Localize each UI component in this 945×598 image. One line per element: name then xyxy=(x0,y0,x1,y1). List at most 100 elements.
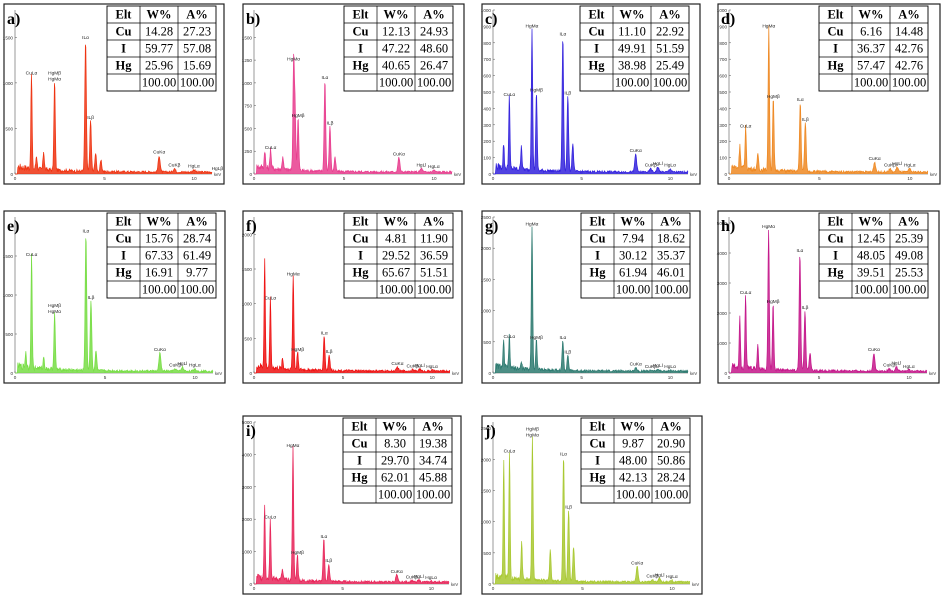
composition-table: Elt W% A% Cu 9.87 20.90 I 48.00 50.86 Hg 42.13 28.2… xyxy=(580,417,691,504)
x-unit-label: keV xyxy=(454,172,461,177)
table-frame xyxy=(343,212,454,299)
table-cell: 38.98 xyxy=(618,59,646,73)
table-frame xyxy=(579,5,690,92)
table-header-cell: A% xyxy=(660,420,682,434)
composition-table: Elt W% A% Cu 14.28 27.23 I 59.77 57.08 Hg 25.96 15.… xyxy=(106,5,217,92)
peak-label: HgMβ xyxy=(530,335,543,341)
table-frame xyxy=(580,212,691,299)
table-cell: 100.00 xyxy=(416,488,450,502)
peak-label: CuLα xyxy=(265,514,277,520)
table-cell: 16.91 xyxy=(145,266,173,280)
x-unit-label: keV xyxy=(215,371,222,376)
table-cell: 42.76 xyxy=(895,59,923,73)
y-tick-label: 0 xyxy=(249,371,252,376)
spectrum-fill xyxy=(254,446,449,584)
peak-label: HgMα xyxy=(287,271,300,277)
table-header-cell: A% xyxy=(423,8,445,22)
table-cell: Hg xyxy=(828,266,845,280)
peak-label: CuKα xyxy=(630,361,642,367)
y-tick-label: 100 xyxy=(719,156,727,161)
peak-label: ILβ xyxy=(87,115,94,121)
y-tick-label: 700 xyxy=(483,57,491,62)
table-cell: 19.38 xyxy=(419,437,447,451)
composition-table: Elt W% A% Cu 11.10 22.92 I 49.91 51.59 Hg 38.98 25.… xyxy=(579,5,690,92)
peak-label: CuLα xyxy=(740,123,752,129)
x-unit-label: keV xyxy=(929,371,936,376)
x-tick-label: 10 xyxy=(668,176,674,181)
peak-label: HgMα xyxy=(287,443,300,449)
y-tick-label: 3000 xyxy=(242,485,253,490)
spectrum-line xyxy=(493,226,689,374)
spectrum-line xyxy=(729,229,928,374)
table-cell: 100.00 xyxy=(180,283,214,297)
table-header-cell: A% xyxy=(660,215,682,229)
y-tick-label: 1000 xyxy=(717,341,728,346)
table-header-cell: A% xyxy=(186,8,208,22)
y-tick-label: 400 xyxy=(719,106,727,111)
y-tick-label: 0 xyxy=(488,371,491,376)
spectrum-line xyxy=(254,53,453,175)
spectrum-line xyxy=(254,258,451,374)
panel-label: c) xyxy=(485,11,497,28)
spectrum-panel: 0 500 1000 1500 2000 0 5 10 keV CuLα HgMα HgMβ ILα IL… xyxy=(242,210,463,384)
table-cell: Hg xyxy=(590,266,607,280)
peak-label: HgLl xyxy=(653,363,663,369)
y-tick-label: 2500 xyxy=(481,426,492,431)
x-tick-label: 0 xyxy=(492,375,495,380)
table-cell: 15.69 xyxy=(183,59,211,73)
y-tick-label: 0 xyxy=(488,172,491,177)
peak-label: CuLα xyxy=(504,92,516,98)
x-tick-label: 10 xyxy=(670,586,676,591)
y-tick-label: 1000 xyxy=(242,81,253,86)
table-cell: 100.00 xyxy=(892,76,926,90)
peak-label: CuKβ xyxy=(407,364,419,370)
table-header-cell: A% xyxy=(898,215,920,229)
peak-label: CuKα xyxy=(630,148,642,154)
table-cell: 100.00 xyxy=(417,76,451,90)
peak-label: ILα xyxy=(559,32,566,38)
panel-label: e) xyxy=(7,218,19,235)
y-tick-label: 600 xyxy=(483,74,491,79)
table-cell: Cu xyxy=(353,232,369,246)
peak-label: HgLl xyxy=(416,162,426,168)
table-header-cell: A% xyxy=(659,8,681,22)
peak-label: CuLα xyxy=(504,448,516,454)
table-header-cell: Elt xyxy=(353,8,370,22)
table-frame xyxy=(580,417,691,504)
y-tick-label: 0 xyxy=(249,582,252,587)
peak-label: HgMβ xyxy=(767,94,780,100)
table-cell: Hg xyxy=(352,471,369,485)
table-cell: 49.91 xyxy=(618,42,646,56)
table-cell: Cu xyxy=(590,232,606,246)
table-cell: Cu xyxy=(116,25,132,39)
peak-label: CuKα xyxy=(868,347,880,353)
y-tick-label: 0 xyxy=(249,172,252,177)
table-cell: 28.74 xyxy=(183,232,212,246)
spectrum-fill xyxy=(493,436,690,584)
y-tick-label: 1000 xyxy=(242,550,253,555)
y-tick-label: 300 xyxy=(483,123,491,128)
table-header-cell: A% xyxy=(898,8,920,22)
x-tick-label: 10 xyxy=(907,176,913,181)
peak-label: HgMα xyxy=(48,309,61,315)
table-cell: 14.48 xyxy=(895,25,923,39)
table-cell: 42.13 xyxy=(619,471,647,485)
table-cell: 62.01 xyxy=(381,471,409,485)
y-tick-label: 2000 xyxy=(481,457,492,462)
peak-label: CuKβ xyxy=(645,163,657,169)
table-header-cell: W% xyxy=(859,8,884,22)
spectrum-line xyxy=(493,436,691,585)
table-cell: 36.37 xyxy=(857,42,885,56)
table-cell: 100.00 xyxy=(854,283,888,297)
table-cell: 100.00 xyxy=(180,76,214,90)
table-cell: 12.13 xyxy=(382,25,410,39)
table-cell: 59.77 xyxy=(145,42,173,56)
table-header-cell: Elt xyxy=(353,215,370,229)
table-frame xyxy=(818,212,929,299)
x-tick-label: 0 xyxy=(253,586,256,591)
peak-label: CuKβ xyxy=(883,363,895,369)
peak-label: ILα xyxy=(82,35,89,41)
table-cell: I xyxy=(357,454,362,468)
y-tick-label: 500 xyxy=(5,332,13,337)
